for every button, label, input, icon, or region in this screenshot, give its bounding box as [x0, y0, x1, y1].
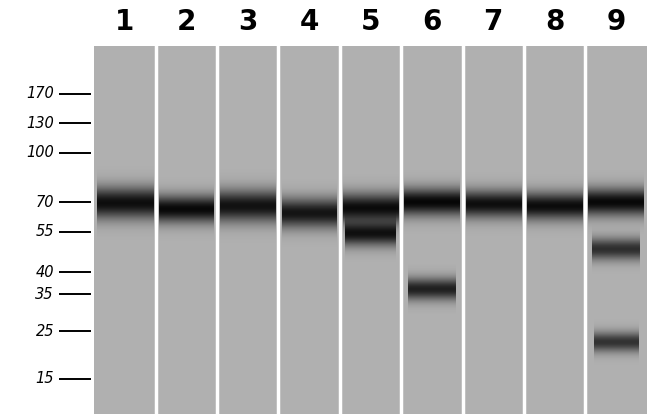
Text: 9: 9 [606, 8, 626, 36]
Text: 1: 1 [115, 8, 135, 36]
Text: 130: 130 [26, 116, 54, 131]
Text: 170: 170 [26, 86, 54, 101]
Bar [94, 46, 647, 414]
Text: 2: 2 [177, 8, 196, 36]
Text: 100: 100 [26, 145, 54, 160]
Text: 40: 40 [36, 265, 54, 280]
Text: 35: 35 [36, 287, 54, 302]
Text: 70: 70 [36, 195, 54, 210]
Text: 8: 8 [545, 8, 564, 36]
Text: 15: 15 [36, 371, 54, 386]
Text: 6: 6 [422, 8, 441, 36]
Text: 55: 55 [36, 224, 54, 239]
Text: 7: 7 [484, 8, 503, 36]
Text: 3: 3 [238, 8, 257, 36]
Text: 4: 4 [300, 8, 318, 36]
Text: 25: 25 [36, 324, 54, 339]
Text: 5: 5 [361, 8, 380, 36]
